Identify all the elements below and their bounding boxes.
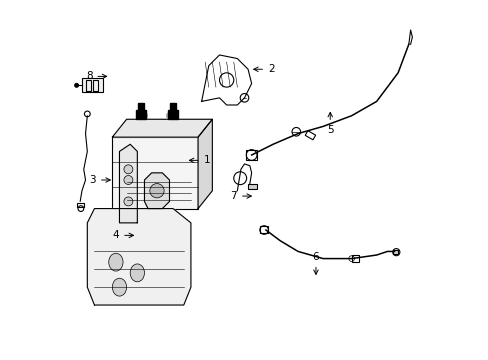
Text: 2: 2: [253, 64, 274, 74]
Bar: [138, 103, 143, 111]
Ellipse shape: [123, 165, 133, 174]
Text: 7: 7: [230, 191, 251, 201]
Text: 4: 4: [112, 230, 133, 240]
Polygon shape: [112, 119, 212, 137]
Bar: [305, 131, 315, 140]
Bar: [167, 111, 178, 119]
Circle shape: [149, 184, 164, 198]
Ellipse shape: [123, 176, 133, 184]
Text: 1: 1: [189, 156, 210, 165]
Text: 3: 3: [89, 175, 110, 185]
Ellipse shape: [130, 264, 144, 282]
Circle shape: [166, 113, 172, 118]
Bar: [112, 137, 198, 208]
Bar: [82, 78, 103, 93]
Ellipse shape: [123, 197, 133, 206]
Polygon shape: [144, 173, 169, 208]
Bar: [170, 103, 176, 111]
Polygon shape: [119, 144, 137, 223]
Bar: [351, 255, 358, 262]
Ellipse shape: [112, 278, 126, 296]
Polygon shape: [198, 119, 212, 208]
Text: 6: 6: [312, 252, 319, 274]
Text: 8: 8: [85, 71, 106, 81]
Polygon shape: [87, 208, 190, 305]
Bar: [247, 184, 257, 189]
Circle shape: [75, 84, 78, 87]
Bar: [259, 226, 268, 233]
Bar: [93, 80, 98, 91]
Bar: [85, 80, 91, 91]
Bar: [246, 150, 257, 160]
Bar: [77, 203, 84, 207]
Text: 5: 5: [326, 112, 333, 135]
Circle shape: [142, 113, 147, 118]
Bar: [135, 111, 146, 119]
Ellipse shape: [108, 253, 123, 271]
Bar: [392, 250, 397, 254]
